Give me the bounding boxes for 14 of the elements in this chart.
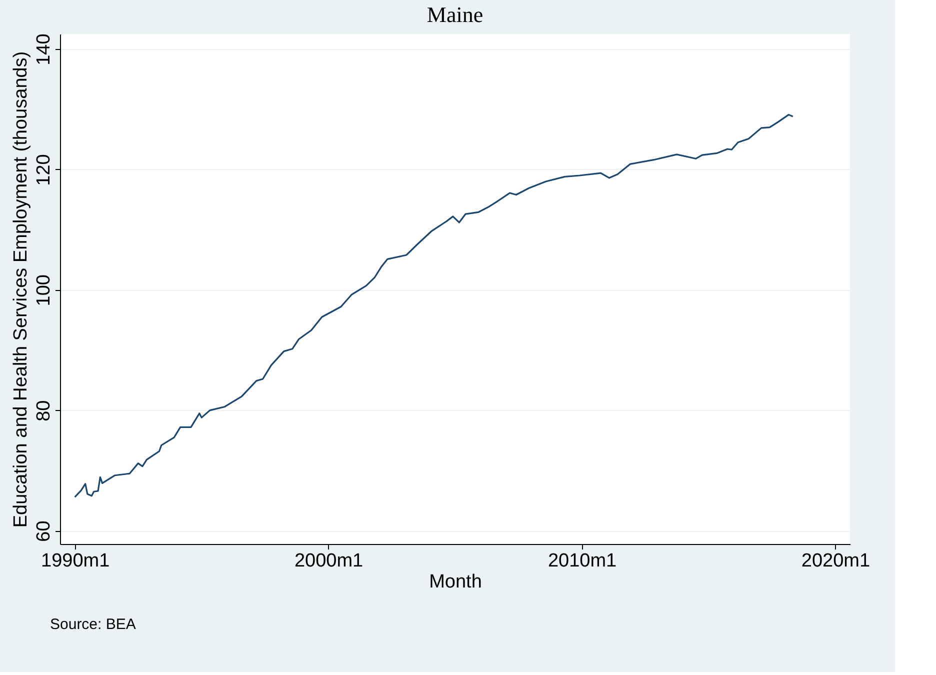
y-tick-label: 140 <box>34 34 54 66</box>
chart-title: Maine <box>426 2 484 28</box>
y-tick-label: 80 <box>34 400 54 422</box>
x-tick-label: 2000m1 <box>294 550 364 572</box>
y-axis-title: Education and Health Services Employment (thousands) <box>10 51 32 528</box>
line-series <box>74 114 794 498</box>
x-tick-label: 1990m1 <box>41 550 110 572</box>
y-tick-label: 60 <box>34 520 54 542</box>
x-tick-label: 2020m1 <box>801 550 870 572</box>
y-tick-label: 100 <box>34 274 54 306</box>
source-note: Source: BEA <box>50 616 136 633</box>
x-tick-label: 2010m1 <box>548 550 617 572</box>
x-axis-title: Month <box>429 572 482 592</box>
y-tick-label: 120 <box>34 154 54 186</box>
